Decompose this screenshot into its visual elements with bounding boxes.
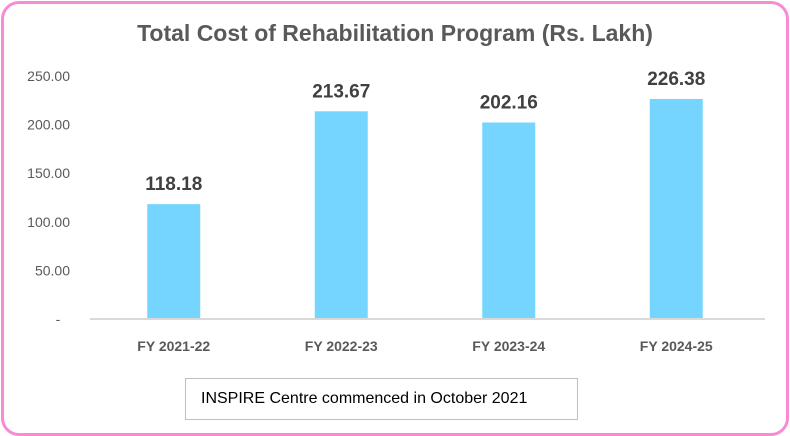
y-tick-label: - <box>56 311 61 327</box>
annotation-box: INSPIRE Centre commenced in October 2021 <box>185 378 578 420</box>
chart-title: Total Cost of Rehabilitation Program (Rs… <box>137 20 653 46</box>
y-tick-label: 250.00 <box>27 68 70 84</box>
bar <box>649 98 703 319</box>
data-label: 202.16 <box>480 93 538 114</box>
x-tick-label: FY 2023-24 <box>472 338 545 354</box>
y-tick-label: 200.00 <box>27 117 70 133</box>
x-tick-label: FY 2024-25 <box>640 338 713 354</box>
data-label: 226.38 <box>647 69 705 90</box>
bar <box>147 204 201 319</box>
x-tick-label: FY 2022-23 <box>305 338 378 354</box>
bar <box>482 122 536 319</box>
data-label: 118.18 <box>145 174 202 195</box>
bar <box>314 111 368 319</box>
y-tick-label: 50.00 <box>35 262 70 278</box>
data-label: 213.67 <box>312 81 370 102</box>
y-tick-label: 150.00 <box>27 165 70 181</box>
x-tick-label: FY 2021-22 <box>137 338 210 354</box>
y-tick-label: 100.00 <box>27 214 70 230</box>
